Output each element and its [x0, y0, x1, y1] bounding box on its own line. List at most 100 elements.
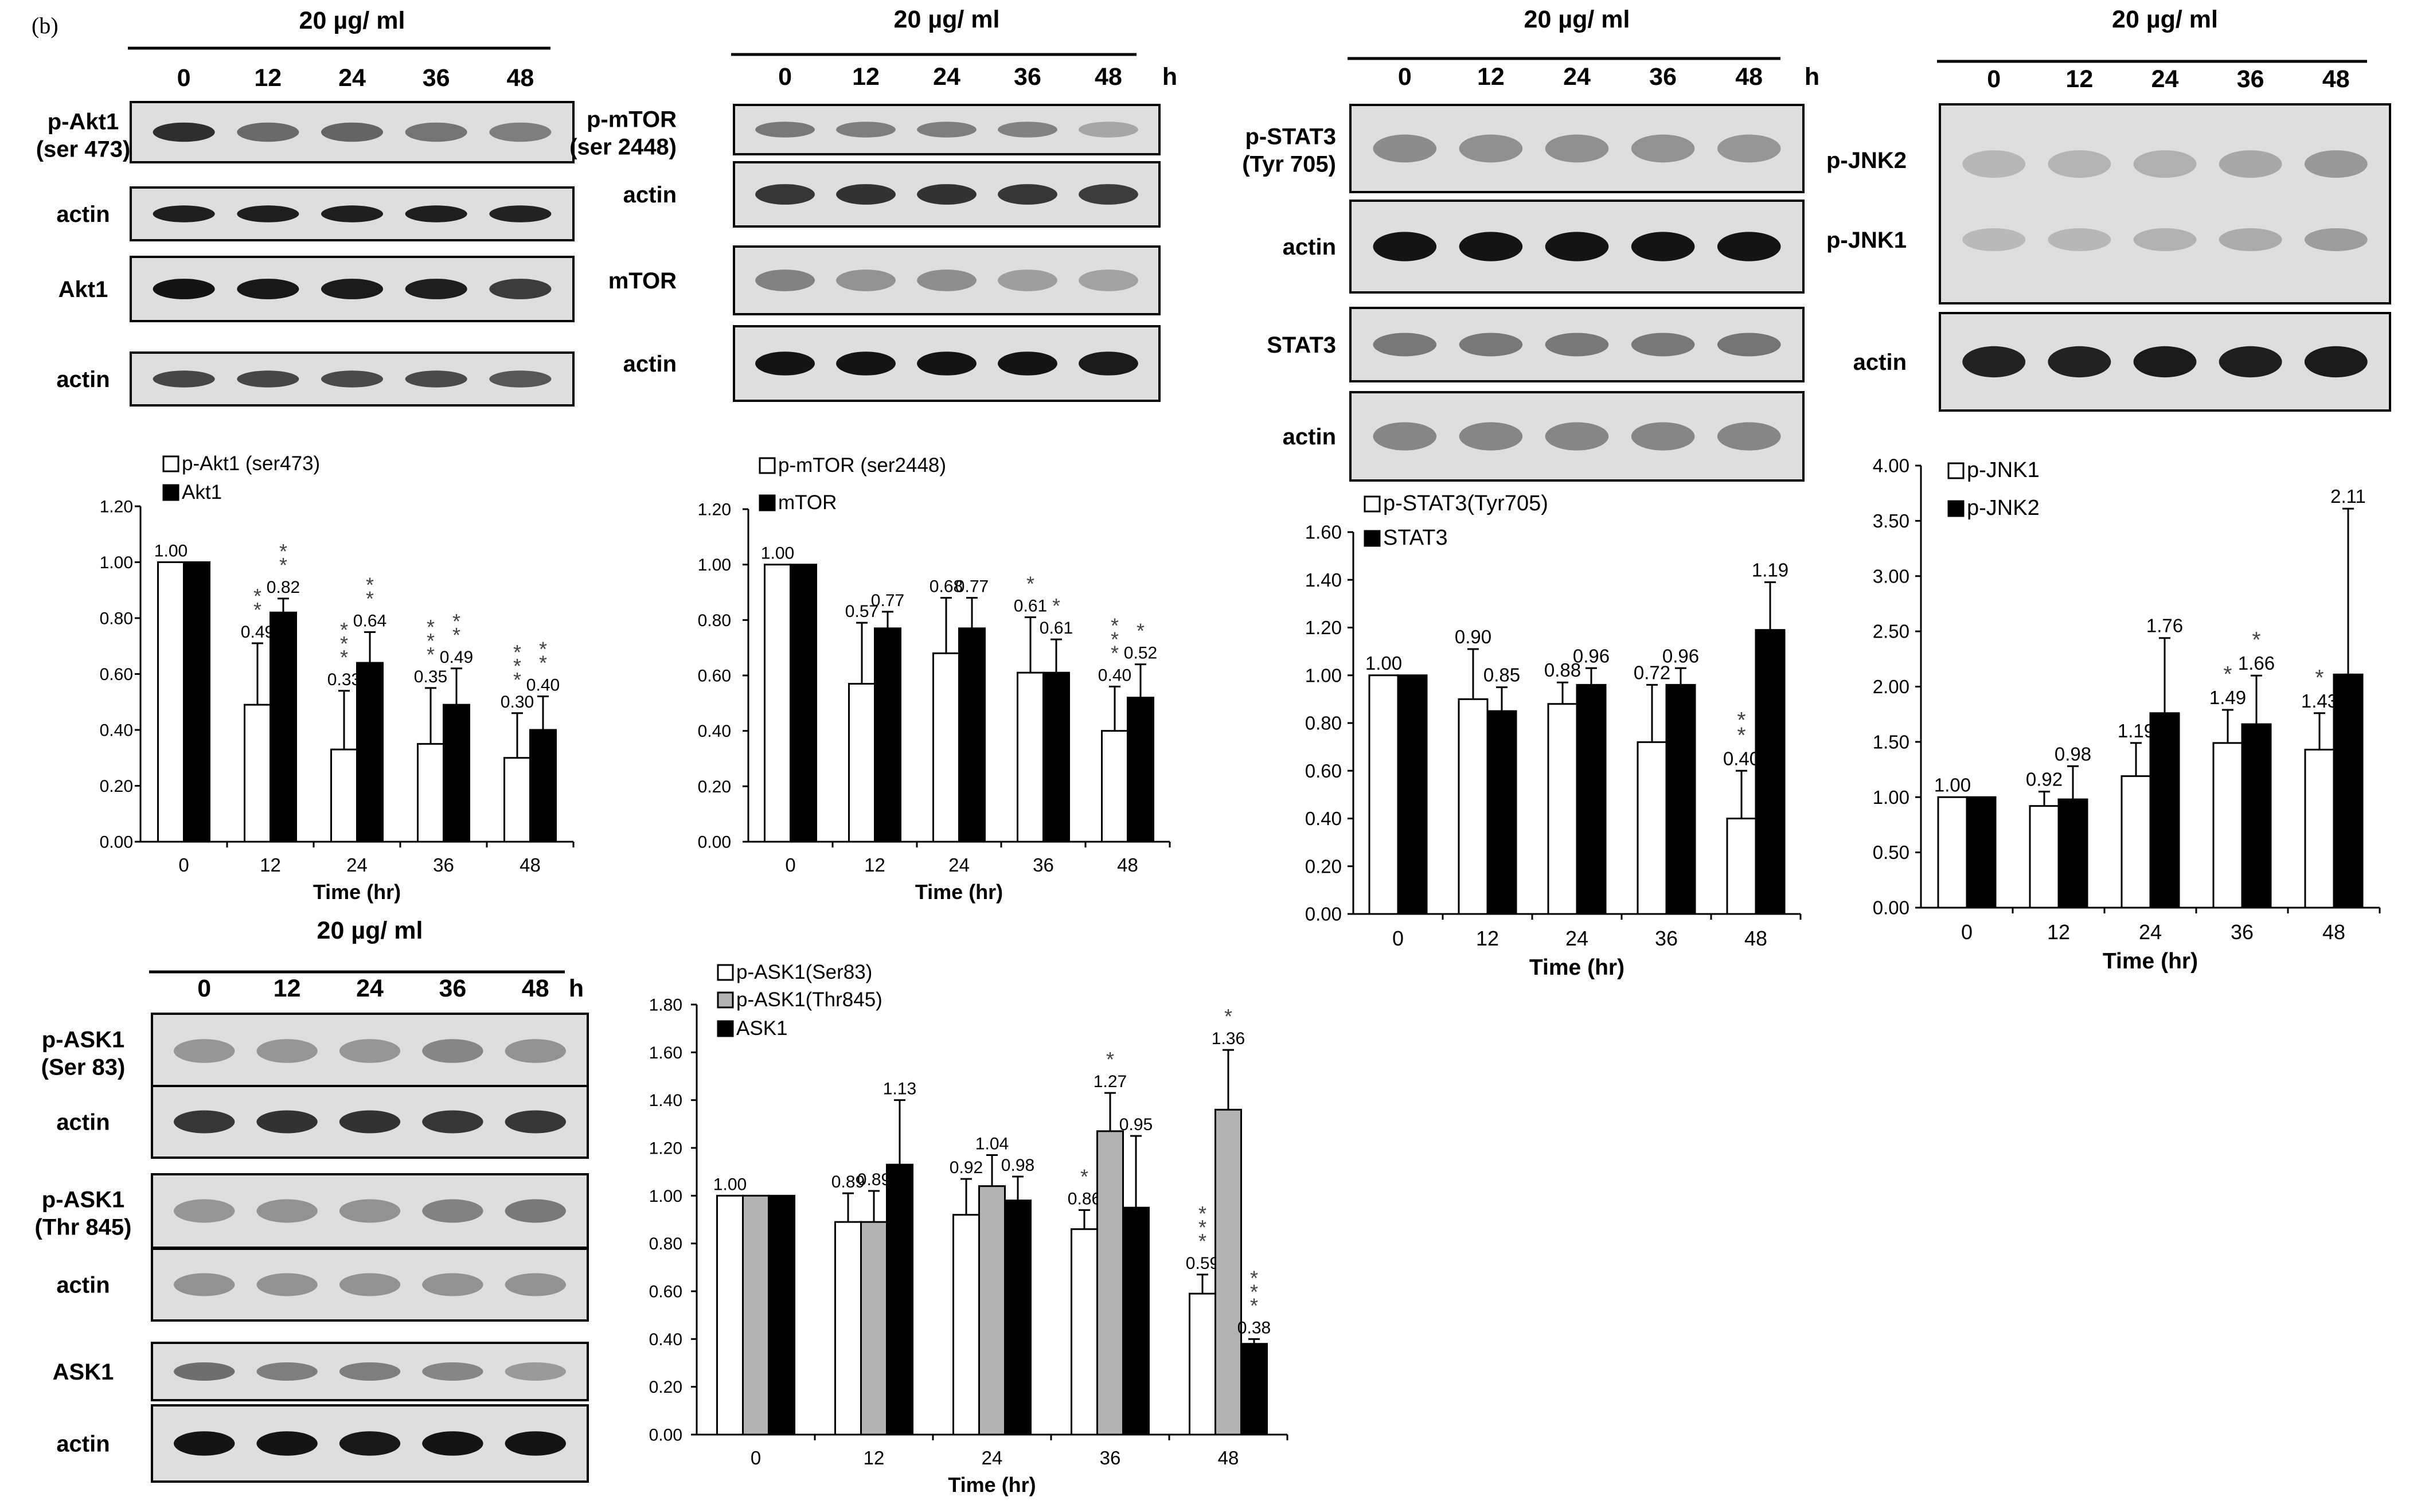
protein-band [1459, 333, 1523, 357]
lane-label: 24 [1563, 63, 1591, 91]
bar [716, 1194, 744, 1436]
bar [2304, 748, 2335, 909]
significance-star: * [1111, 614, 1119, 637]
protein-band [422, 1199, 483, 1223]
protein-band [1962, 150, 2026, 178]
significance-star: * [1111, 641, 1119, 665]
data-label: 1.36 [1212, 1029, 1245, 1048]
y-tick-label: 3.00 [1873, 565, 1909, 587]
protein-band [998, 351, 1057, 376]
x-tick-label: 0 [785, 854, 795, 876]
protein-band [489, 279, 552, 299]
x-axis-title: Time (hr) [948, 1473, 1036, 1497]
significance-star: * [1198, 1229, 1206, 1253]
data-label: 0.40 [1723, 748, 1760, 769]
lane-label: 12 [852, 63, 880, 91]
lane-label: 0 [197, 975, 211, 1002]
protein-band [256, 1199, 318, 1223]
y-tick-label: 1.60 [1305, 522, 1342, 543]
x-tick-label: 12 [864, 854, 885, 876]
protein-band [2219, 346, 2282, 378]
blot-row-label: actin [623, 182, 677, 208]
protein-band [339, 1110, 401, 1134]
legend-label: p-ASK1(Ser83) [736, 961, 872, 983]
significance-star: * [1198, 1216, 1206, 1239]
data-label: 0.49 [440, 648, 473, 667]
protein-band [836, 269, 896, 291]
hour-unit-label: h [1805, 63, 1819, 91]
protein-band [1459, 422, 1523, 451]
significance-star: * [1737, 708, 1745, 733]
y-tick-label: 0.00 [649, 1426, 682, 1445]
blot-row-label: ASK1 [53, 1359, 114, 1385]
bar [1458, 698, 1489, 915]
bar [2241, 723, 2272, 909]
data-label: 1.66 [2238, 653, 2275, 674]
bar [2212, 742, 2243, 909]
protein-band [1079, 184, 1138, 205]
significance-star: * [1250, 1294, 1258, 1317]
data-label: 0.98 [1001, 1156, 1034, 1175]
protein-band [998, 269, 1057, 291]
bar [1214, 1108, 1242, 1436]
bar [2149, 712, 2180, 909]
data-label: 0.89 [831, 1173, 865, 1191]
protein-band [422, 1039, 483, 1063]
y-tick-label: 0.20 [649, 1378, 682, 1397]
protein-band [237, 205, 299, 222]
bar [932, 652, 960, 843]
x-tick-label: 36 [433, 854, 454, 876]
lane-label: 48 [506, 64, 534, 92]
protein-band [174, 1199, 235, 1223]
significance-star: * [513, 668, 521, 691]
chart-ask1: 0.00 0.20 0.40 0.60 0.80 1.00 1.20 1.40 1.60 1.80… [649, 961, 1288, 1497]
x-tick-label: 48 [1218, 1447, 1239, 1468]
data-label: 1.19 [1752, 559, 1788, 580]
protein-band [917, 184, 977, 205]
data-label: 0.77 [871, 591, 904, 610]
x-tick-label: 24 [2139, 920, 2162, 944]
data-label: 0.52 [1124, 644, 1157, 663]
protein-band [1962, 228, 2026, 251]
protein-band [1079, 269, 1138, 291]
x-tick-label: 36 [1100, 1447, 1121, 1468]
protein-band [2048, 228, 2111, 251]
data-label: 0.92 [950, 1158, 983, 1177]
protein-band [1459, 134, 1523, 163]
blot-row-label: actin [56, 202, 110, 227]
y-tick-label: 2.00 [1873, 676, 1909, 697]
bar [886, 1163, 913, 1436]
bar [1665, 683, 1696, 915]
y-tick-label: 0.80 [649, 1234, 682, 1253]
legend-label: p-ASK1(Thr845) [736, 989, 882, 1011]
significance-star: * [1052, 594, 1060, 618]
data-label: 2.11 [2330, 486, 2366, 507]
data-label: 0.30 [501, 693, 534, 712]
y-tick-label: 0.40 [1305, 808, 1342, 829]
x-tick-label: 36 [1033, 854, 1054, 876]
blot-row-label: p-JNK1 [1826, 228, 1907, 253]
protein-band [1717, 422, 1781, 451]
bar [1966, 796, 1997, 909]
bar [1122, 1206, 1150, 1436]
protein-band [321, 370, 384, 388]
data-label: 0.57 [845, 602, 878, 621]
blot-row-label: mTOR [608, 268, 677, 294]
y-tick-label: 0.40 [100, 721, 133, 740]
y-tick-label: 0.00 [698, 833, 731, 852]
blot-row-label: (ser 473) [36, 136, 131, 162]
protein-band [1545, 232, 1609, 261]
concentration-label: 20 µg/ ml [317, 917, 423, 944]
y-tick-label: 1.40 [649, 1091, 682, 1110]
bar [1486, 710, 1517, 915]
significance-star: * [513, 640, 521, 664]
y-tick-label: 0.50 [1873, 842, 1909, 863]
data-label: 1.00 [1365, 653, 1402, 674]
blot-row-label: actin [56, 1110, 110, 1135]
significance-star: * [279, 553, 287, 577]
y-tick-label: 0.00 [1305, 904, 1342, 925]
bar [958, 627, 986, 843]
lane-label: 0 [1398, 63, 1412, 91]
y-tick-label: 0.40 [649, 1330, 682, 1349]
data-label: 0.86 [1068, 1189, 1101, 1208]
